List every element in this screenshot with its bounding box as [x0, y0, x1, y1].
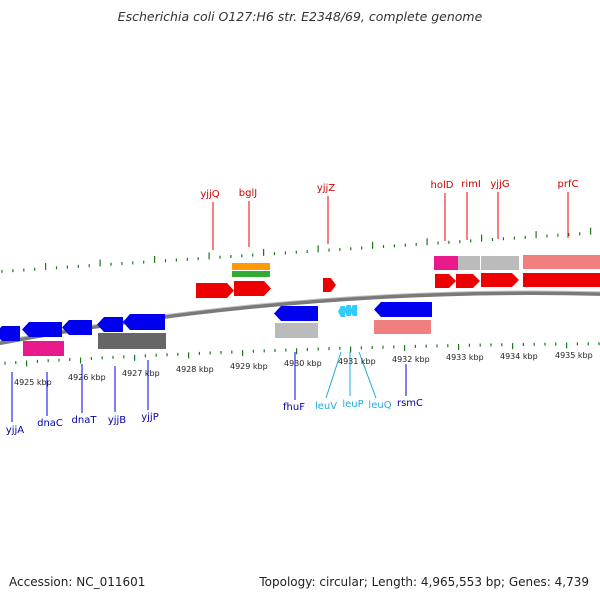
genome-title: Escherichia coli O127:H6 str. E2348/69, … [117, 9, 483, 24]
scale-label: 4935 kbp [555, 351, 593, 360]
gene-arrow-dnaT [62, 320, 92, 335]
gene-labels: yjjQ bglJ yjjZ holD rimI yjjG prfC yjjA … [6, 179, 579, 436]
scale-label: 4934 kbp [500, 352, 538, 361]
gene-label-holD[interactable]: holD [431, 180, 454, 191]
gene-label-rimI[interactable]: rimI [461, 179, 481, 190]
gene-arrow-prfC [523, 273, 600, 287]
scale-label: 4930 kbp [284, 359, 322, 368]
gene-arrow-yjjP [123, 314, 165, 330]
trna-arrow-leuV [338, 306, 345, 317]
gene-label-yjjB[interactable]: yjjB [108, 415, 126, 426]
gene-arrow-bglJ [234, 281, 271, 296]
feature-track [0, 255, 600, 356]
outer-tick-track [1, 227, 592, 273]
gene-label-leuP[interactable]: leuP [342, 399, 363, 410]
gene-arrow-holD [435, 274, 456, 288]
gene-arrow-rsmC [374, 302, 432, 317]
scale-label: 4925 kbp [14, 378, 52, 387]
gene-arrow-yjjZ [323, 278, 336, 292]
scale-labels: 4925 kbp 4926 kbp 4927 kbp 4928 kbp 4929… [14, 351, 593, 387]
cds-box-dnaC [23, 341, 64, 356]
scale-label: 4931 kbp [338, 357, 376, 366]
gene-arrow-yjjG [481, 273, 519, 287]
leader-line-leuV [325, 351, 342, 399]
gene-label-fhuF[interactable]: fhuF [283, 402, 305, 413]
gene-label-dnaC[interactable]: dnaC [37, 418, 63, 429]
gene-label-leuV[interactable]: leuV [315, 401, 337, 412]
leader-line-leuQ [358, 351, 377, 399]
gene-arrow-rimI [456, 274, 480, 288]
gene-arrow-dnaC [22, 322, 62, 337]
gene-label-leuQ[interactable]: leuQ [368, 400, 391, 411]
gene-label-yjjP[interactable]: yjjP [141, 412, 159, 423]
label-leader-lines [11, 192, 569, 422]
cds-box-green [232, 271, 270, 277]
cds-box-yjjB-yjjP [98, 333, 166, 349]
trna-arrow-leuP [344, 305, 351, 316]
scale-label: 4933 kbp [446, 353, 484, 362]
scale-label: 4928 kbp [176, 365, 214, 374]
scale-label: 4926 kbp [68, 373, 106, 382]
gene-label-prfC[interactable]: prfC [558, 179, 579, 190]
gene-label-rsmC[interactable]: rsmC [397, 398, 423, 409]
gene-arrow-yjjB [97, 317, 123, 332]
cds-box-orange [232, 263, 270, 270]
gene-label-yjjG[interactable]: yjjG [490, 179, 509, 190]
gene-label-bglJ[interactable]: bglJ [239, 188, 257, 199]
scale-label: 4927 kbp [122, 369, 160, 378]
scale-label: 4929 kbp [230, 362, 268, 371]
gene-arrow-fhuF [274, 306, 318, 321]
cds-box-yjjG [481, 256, 519, 270]
inner-tick-track [4, 342, 600, 367]
gene-arrow-yjjA [0, 326, 20, 341]
scale-label: 4932 kbp [392, 355, 430, 364]
gene-label-yjjA[interactable]: yjjA [6, 425, 24, 436]
gene-arrow-yjjQ [196, 283, 234, 298]
cds-box-holD [434, 256, 458, 270]
cds-box-fhuF [275, 323, 318, 338]
gene-label-yjjQ[interactable]: yjjQ [200, 189, 219, 200]
accession-text: Accession: NC_011601 [9, 575, 146, 589]
cds-box-prfC [523, 255, 600, 269]
cds-box-rimI [458, 256, 480, 270]
cds-box-rsmC [374, 320, 431, 334]
gene-label-yjjZ[interactable]: yjjZ [317, 183, 335, 194]
genome-summary-text: Topology: circular; Length: 4,965,553 bp… [259, 575, 589, 589]
trna-arrow-leuQ [350, 305, 357, 316]
gene-label-dnaT[interactable]: dnaT [72, 415, 98, 426]
